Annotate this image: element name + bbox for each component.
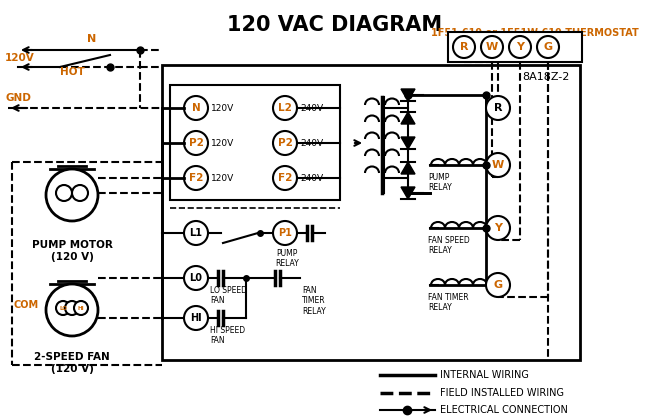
Text: N: N [87, 34, 96, 44]
Text: HI: HI [190, 313, 202, 323]
Text: HI: HI [78, 305, 84, 310]
Text: INTERNAL WIRING: INTERNAL WIRING [440, 370, 529, 380]
Circle shape [65, 301, 79, 315]
Text: FIELD INSTALLED WIRING: FIELD INSTALLED WIRING [440, 388, 564, 398]
Circle shape [46, 169, 98, 221]
Circle shape [56, 301, 70, 315]
Polygon shape [401, 112, 415, 124]
Text: LO SPEED
FAN: LO SPEED FAN [210, 286, 247, 305]
Text: 8A18Z-2: 8A18Z-2 [523, 72, 570, 82]
Text: P2: P2 [188, 138, 204, 148]
Circle shape [72, 185, 88, 201]
Text: P2: P2 [277, 138, 292, 148]
Circle shape [486, 216, 510, 240]
Text: GND: GND [5, 93, 31, 103]
Text: 120V: 120V [5, 53, 35, 63]
Bar [162, 65, 580, 360]
Text: PUMP MOTOR
(120 V): PUMP MOTOR (120 V) [31, 240, 113, 261]
Text: 240V: 240V [300, 103, 323, 112]
Text: L2: L2 [278, 103, 292, 113]
Text: FAN SPEED
RELAY: FAN SPEED RELAY [428, 236, 470, 256]
Text: P1: P1 [278, 228, 292, 238]
Text: 240V: 240V [300, 139, 323, 147]
Text: PUMP
RELAY: PUMP RELAY [428, 173, 452, 192]
Circle shape [481, 36, 503, 58]
Polygon shape [401, 187, 415, 199]
Text: 120V: 120V [211, 139, 234, 147]
Text: R: R [460, 42, 468, 52]
Circle shape [273, 96, 297, 120]
Circle shape [486, 96, 510, 120]
Text: 240V: 240V [300, 173, 323, 183]
Circle shape [273, 131, 297, 155]
Text: W: W [492, 160, 504, 170]
Text: L0: L0 [190, 273, 202, 283]
Polygon shape [401, 137, 415, 149]
Text: 120 VAC DIAGRAM: 120 VAC DIAGRAM [227, 15, 443, 35]
Circle shape [184, 266, 208, 290]
Circle shape [486, 273, 510, 297]
Text: 120V: 120V [211, 173, 234, 183]
Text: G: G [543, 42, 553, 52]
Text: FAN TIMER
RELAY: FAN TIMER RELAY [428, 293, 468, 313]
Circle shape [74, 301, 88, 315]
Polygon shape [401, 89, 415, 101]
Circle shape [453, 36, 475, 58]
Bar [170, 85, 340, 200]
Text: 1F51-619 or 1F51W-619 THERMOSTAT: 1F51-619 or 1F51W-619 THERMOSTAT [431, 28, 639, 38]
Circle shape [537, 36, 559, 58]
Circle shape [56, 185, 72, 201]
Circle shape [184, 221, 208, 245]
Text: 120V: 120V [211, 103, 234, 112]
Circle shape [486, 153, 510, 177]
Text: COM: COM [14, 300, 39, 310]
Text: HOT: HOT [60, 67, 84, 77]
Text: FAN
TIMER
RELAY: FAN TIMER RELAY [302, 286, 326, 316]
Text: Y: Y [516, 42, 524, 52]
Circle shape [184, 96, 208, 120]
Text: N: N [192, 103, 200, 113]
Circle shape [46, 284, 98, 336]
Circle shape [184, 306, 208, 330]
Text: R: R [494, 103, 502, 113]
Text: F2: F2 [278, 173, 292, 183]
Circle shape [273, 221, 297, 245]
Text: PUMP
RELAY: PUMP RELAY [275, 249, 299, 269]
Text: G: G [493, 280, 502, 290]
Polygon shape [401, 162, 415, 174]
Text: L1: L1 [190, 228, 202, 238]
Bar [448, 32, 582, 62]
Circle shape [184, 166, 208, 190]
Text: F2: F2 [189, 173, 203, 183]
Text: HI SPEED
FAN: HI SPEED FAN [210, 326, 245, 345]
Circle shape [509, 36, 531, 58]
Circle shape [273, 166, 297, 190]
Circle shape [184, 131, 208, 155]
Text: ELECTRICAL CONNECTION: ELECTRICAL CONNECTION [440, 405, 568, 415]
Text: LO: LO [59, 305, 67, 310]
Text: W: W [486, 42, 498, 52]
Text: 2-SPEED FAN
(120 V): 2-SPEED FAN (120 V) [34, 352, 110, 374]
Text: Y: Y [494, 223, 502, 233]
